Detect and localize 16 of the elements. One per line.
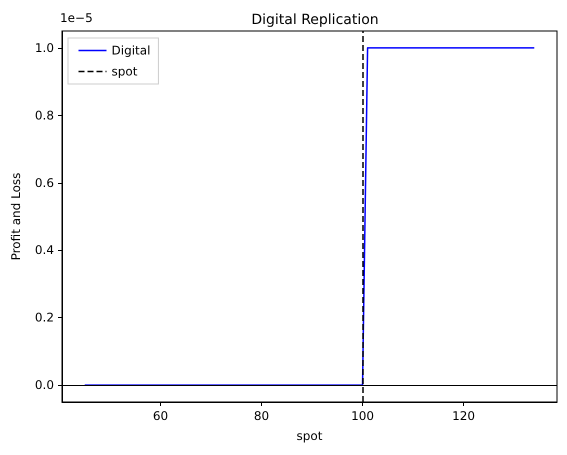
- legend-label: Digital: [112, 44, 150, 58]
- y-axis-title: Profit and Loss: [9, 172, 23, 260]
- y-tick-label: 0.2: [34, 310, 54, 325]
- x-tick-label: 120: [452, 409, 476, 423]
- y-tick-label: 0.4: [34, 243, 54, 258]
- y-tick-label: 0.8: [34, 108, 54, 122]
- x-tick-label: 100: [351, 409, 374, 423]
- y-tick-label: 1.0: [34, 40, 54, 55]
- y-tick-label: 0.6: [34, 176, 54, 190]
- x-tick-label: 60: [152, 409, 168, 423]
- x-tick-label: 80: [254, 409, 270, 423]
- x-axis-title: spot: [296, 429, 323, 443]
- text: 1e−5: [60, 11, 93, 25]
- chart-title: Digital Replication: [251, 12, 379, 28]
- ref-line-label: spot: [112, 64, 138, 78]
- y-tick-label: 0.0: [34, 378, 54, 392]
